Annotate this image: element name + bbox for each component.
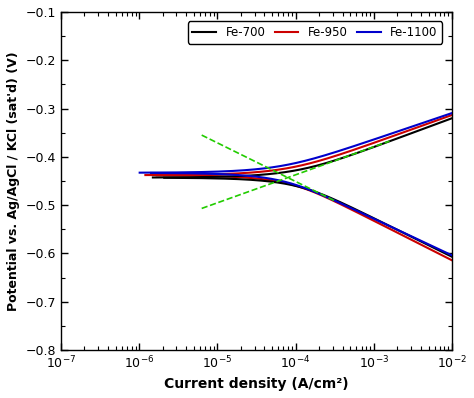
Fe-1100 xyxy=(408,234,413,238)
Fe-700 xyxy=(449,254,455,259)
Fe-950 xyxy=(342,204,347,209)
Fe-950 xyxy=(405,236,410,240)
Fe-950 xyxy=(154,173,160,178)
Fe-1100 xyxy=(410,235,416,240)
Fe-700 xyxy=(277,180,283,185)
Fe-700 xyxy=(322,193,328,198)
Fe-1100 xyxy=(449,253,455,258)
Legend: Fe-700, Fe-950, Fe-1100: Fe-700, Fe-950, Fe-1100 xyxy=(188,21,442,44)
Fe-700 xyxy=(392,226,398,231)
Fe-950 xyxy=(346,206,352,211)
Fe-700 xyxy=(293,183,299,188)
Fe-700 xyxy=(161,176,167,180)
Fe-1100 xyxy=(148,171,154,176)
Line: Fe-1100: Fe-1100 xyxy=(151,173,452,256)
Fe-700 xyxy=(319,191,324,196)
Fe-1100 xyxy=(286,180,292,185)
Fe-1100 xyxy=(368,215,374,220)
Y-axis label: Potential vs. Ag/AgCl / KCl (sat'd) (V): Potential vs. Ag/AgCl / KCl (sat'd) (V) xyxy=(7,51,20,311)
X-axis label: Current density (A/cm²): Current density (A/cm²) xyxy=(164,377,349,391)
Fe-700 xyxy=(356,209,361,213)
Fe-950 xyxy=(311,190,317,195)
Fe-1100 xyxy=(331,198,337,203)
Fe-950 xyxy=(302,186,308,191)
Line: Fe-700: Fe-700 xyxy=(164,178,452,257)
Fe-950 xyxy=(449,258,455,263)
Fe-1100 xyxy=(436,247,442,252)
Line: Fe-950: Fe-950 xyxy=(157,176,452,260)
Fe-950 xyxy=(306,188,312,193)
